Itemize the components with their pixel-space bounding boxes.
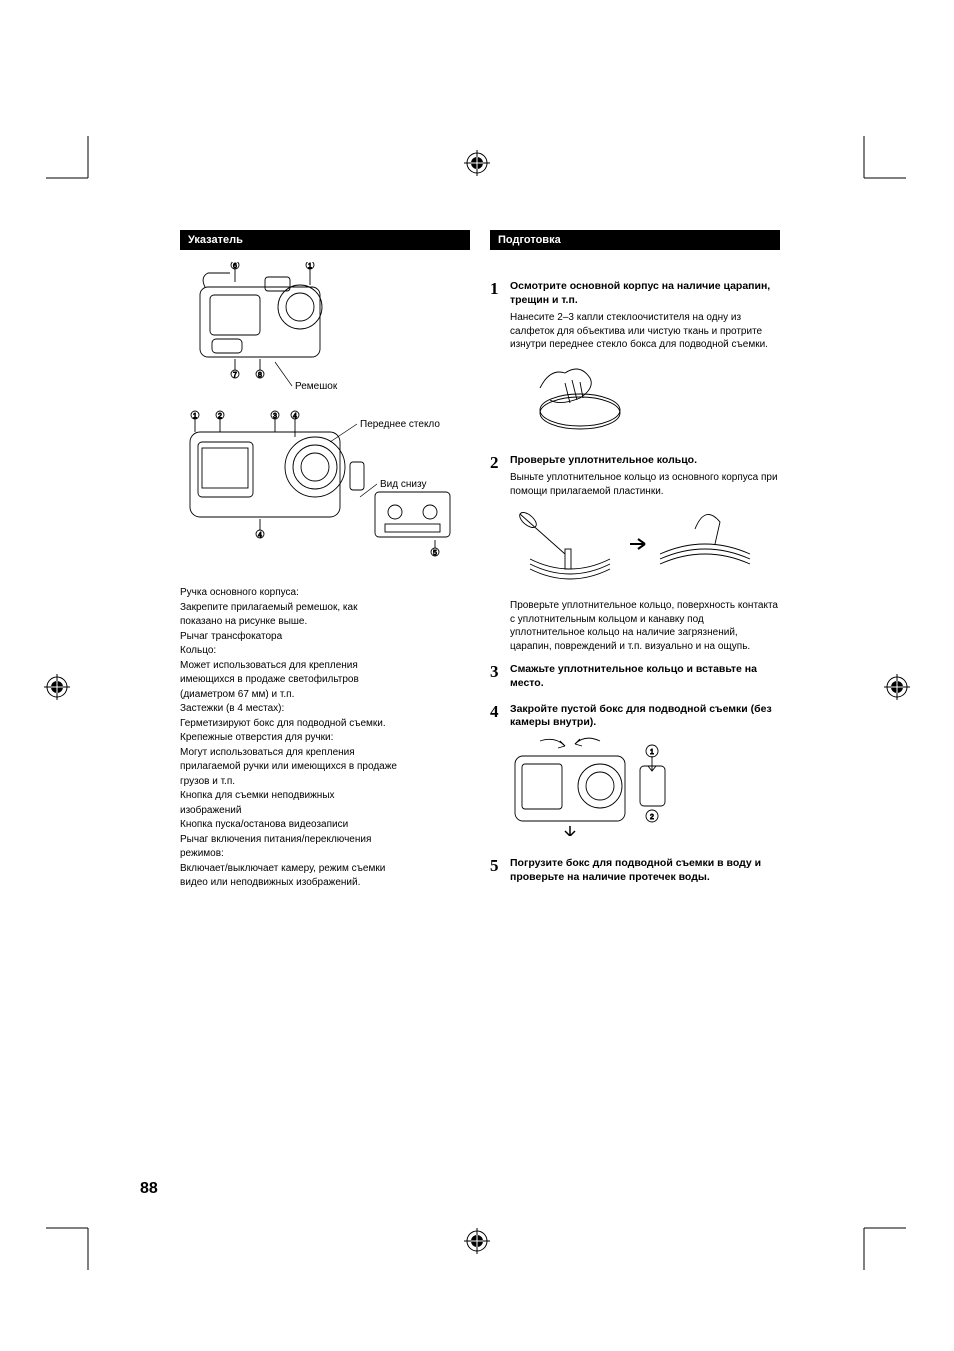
svg-text:5: 5 xyxy=(433,550,437,557)
svg-text:1: 1 xyxy=(650,749,654,756)
step-number: 5 xyxy=(490,857,502,888)
svg-text:6: 6 xyxy=(233,263,237,270)
svg-text:4: 4 xyxy=(293,413,297,420)
index-description: Ручка основного корпуса: Закрепите прила… xyxy=(180,586,470,890)
step-number: 4 xyxy=(490,703,502,851)
strap-label: Ремешок xyxy=(295,381,338,392)
step-4-illustration: 1 2 xyxy=(510,736,780,841)
registration-mark-left xyxy=(44,674,70,700)
svg-text:4: 4 xyxy=(258,532,262,539)
registration-mark-bottom xyxy=(464,1228,490,1254)
diagram-index: 6 1 7 8 Ремешок xyxy=(180,262,470,572)
svg-text:1: 1 xyxy=(308,263,312,270)
step-title: Смажьте уплотнительное кольцо и вставьте… xyxy=(510,663,780,690)
step-text: Нанесите 2–3 капли стеклоочистителя на о… xyxy=(510,311,780,352)
right-column: Подготовка 1 Осмотрите основной корпус н… xyxy=(490,230,780,894)
page-content: Указатель 6 xyxy=(180,230,780,894)
step-3: 3 Смажьте уплотнительное кольцо и вставь… xyxy=(490,663,780,694)
step-number: 3 xyxy=(490,663,502,694)
registration-mark-right xyxy=(884,674,910,700)
step-title: Закройте пустой бокс для подводной съемк… xyxy=(510,703,780,730)
step-number: 1 xyxy=(490,280,502,448)
svg-text:2: 2 xyxy=(218,413,222,420)
step-text-after: Проверьте уплотнительное кольцо, поверхн… xyxy=(510,599,780,653)
svg-text:1: 1 xyxy=(193,413,197,420)
step-title: Погрузите бокс для подводной съемки в во… xyxy=(510,857,780,884)
page-number: 88 xyxy=(140,1180,158,1198)
svg-text:3: 3 xyxy=(273,413,277,420)
step-5: 5 Погрузите бокс для подводной съемки в … xyxy=(490,857,780,888)
svg-text:8: 8 xyxy=(258,372,262,379)
svg-text:Переднее стекло: Переднее стекло xyxy=(360,419,440,430)
step-1-illustration xyxy=(510,358,780,438)
step-2: 2 Проверьте уплотнительное кольцо. Выньт… xyxy=(490,454,780,656)
step-4: 4 Закройте пустой бокс для подводной съе… xyxy=(490,703,780,851)
step-title: Осмотрите основной корпус на наличие цар… xyxy=(510,280,780,307)
step-1: 1 Осмотрите основной корпус на наличие ц… xyxy=(490,280,780,448)
left-column: Указатель 6 xyxy=(180,230,470,894)
section-header-prep: Подготовка xyxy=(490,230,780,250)
svg-text:2: 2 xyxy=(650,814,654,821)
svg-text:7: 7 xyxy=(233,372,237,379)
registration-mark-top xyxy=(464,150,490,176)
step-number: 2 xyxy=(490,454,502,656)
step-text: Выньте уплотнительное кольцо из основног… xyxy=(510,471,780,498)
section-header-index: Указатель xyxy=(180,230,470,250)
step-title: Проверьте уплотнительное кольцо. xyxy=(510,454,780,468)
step-2-illustration xyxy=(510,504,780,589)
svg-text:Вид снизу: Вид снизу xyxy=(380,479,426,490)
